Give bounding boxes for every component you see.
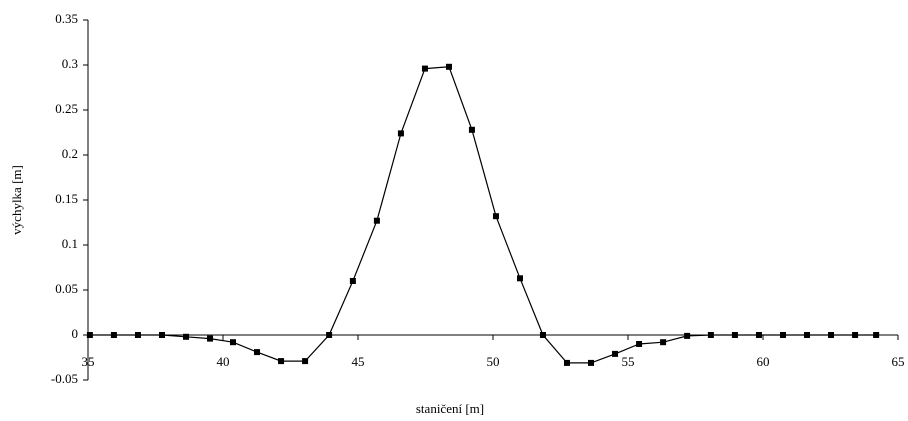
- data-point: [158, 332, 165, 338]
- x-tick-label: 45: [352, 354, 365, 369]
- data-point: [779, 332, 786, 338]
- data-point: [86, 332, 93, 338]
- data-point: [660, 339, 667, 346]
- data-point: [397, 130, 404, 137]
- data-point: [755, 332, 762, 338]
- data-point: [707, 332, 714, 338]
- data-point: [873, 332, 880, 338]
- data-point: [326, 332, 333, 338]
- data-point: [731, 332, 738, 338]
- data-point: [804, 332, 811, 338]
- data-point: [278, 358, 285, 365]
- data-point: [421, 65, 428, 72]
- y-tick-label: 0.1: [62, 236, 78, 251]
- x-tick-label: 55: [622, 354, 635, 369]
- series-line: [89, 66, 877, 364]
- x-tick-label: 65: [892, 354, 905, 369]
- data-point: [110, 332, 117, 338]
- y-tick-label: 0.2: [62, 146, 78, 161]
- data-point: [229, 339, 236, 346]
- x-tick-label: 60: [757, 354, 770, 369]
- y-tick-label: -0.05: [51, 371, 78, 386]
- data-point: [539, 332, 546, 338]
- data-point: [588, 359, 595, 366]
- y-tick-label: 0.25: [55, 101, 78, 116]
- data-point: [445, 63, 452, 70]
- data-point: [468, 126, 475, 133]
- data-point: [254, 349, 261, 356]
- y-axis-label: výchylka [m]: [9, 165, 24, 235]
- x-tick-label: 50: [487, 354, 500, 369]
- data-point: [183, 333, 190, 340]
- y-tick-label: 0.3: [62, 56, 78, 71]
- data-point: [828, 332, 835, 338]
- x-tick-label: 35: [82, 354, 95, 369]
- y-tick-label: 0: [72, 326, 79, 341]
- data-point: [302, 358, 309, 365]
- y-tick-label: 0.05: [55, 281, 78, 296]
- data-point: [207, 335, 214, 342]
- x-axis-label: staničení [m]: [416, 401, 484, 416]
- y-tick-label: 0.15: [55, 191, 78, 206]
- data-point: [373, 217, 380, 224]
- data-point: [563, 359, 570, 366]
- data-point: [492, 213, 499, 220]
- x-tick-label: 40: [217, 354, 230, 369]
- data-point: [612, 350, 619, 357]
- data-point: [349, 278, 356, 284]
- data-point: [134, 332, 141, 338]
- data-point: [852, 332, 859, 338]
- y-tick-label: 0.35: [55, 11, 78, 26]
- data-point: [517, 275, 523, 282]
- data-point: [636, 341, 643, 347]
- data-point: [684, 332, 691, 339]
